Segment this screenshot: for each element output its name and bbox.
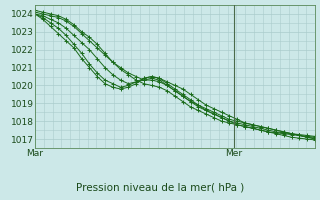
Text: Pression niveau de la mer( hPa ): Pression niveau de la mer( hPa ) [76,182,244,192]
